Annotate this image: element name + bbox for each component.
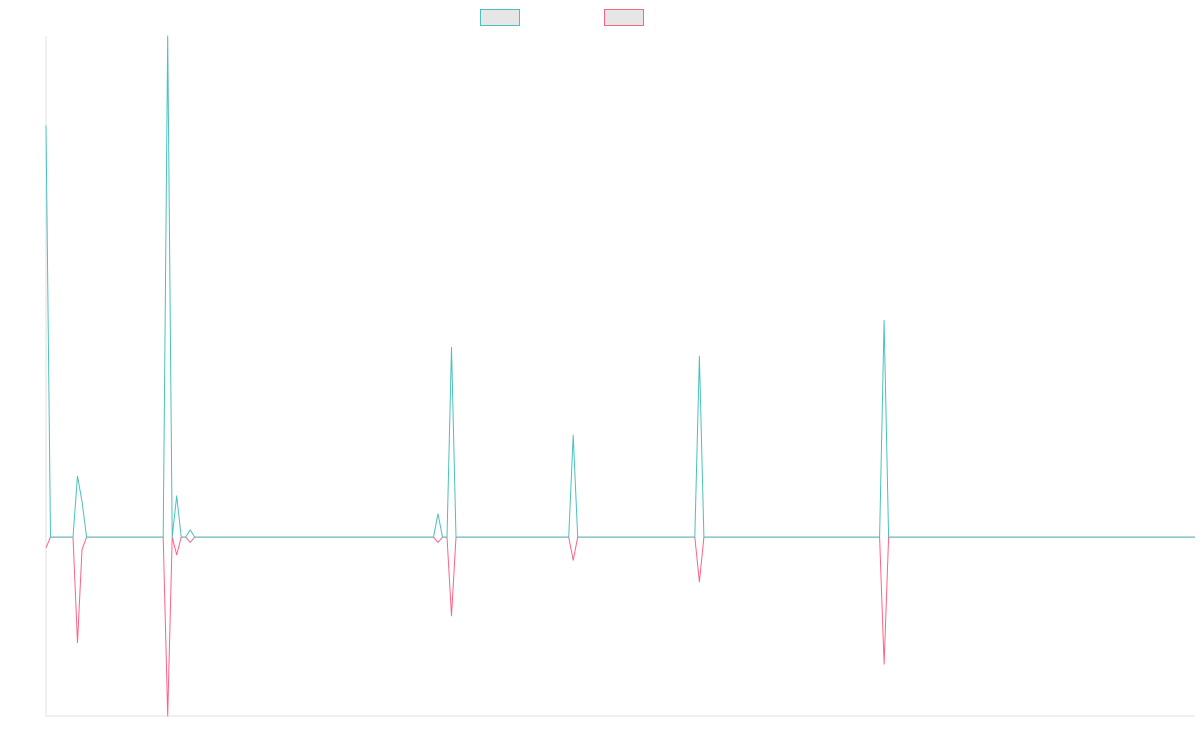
series-line-positive — [45, 35, 1195, 538]
chart-legend — [0, 9, 1200, 27]
series-layer — [45, 35, 1195, 717]
series-line-negative — [45, 536, 1195, 717]
legend-item-series-1[interactable] — [480, 9, 520, 26]
legend-swatch-series-1 — [480, 9, 520, 26]
legend-swatch-series-2 — [604, 9, 644, 26]
legend-item-series-2[interactable] — [604, 9, 644, 26]
